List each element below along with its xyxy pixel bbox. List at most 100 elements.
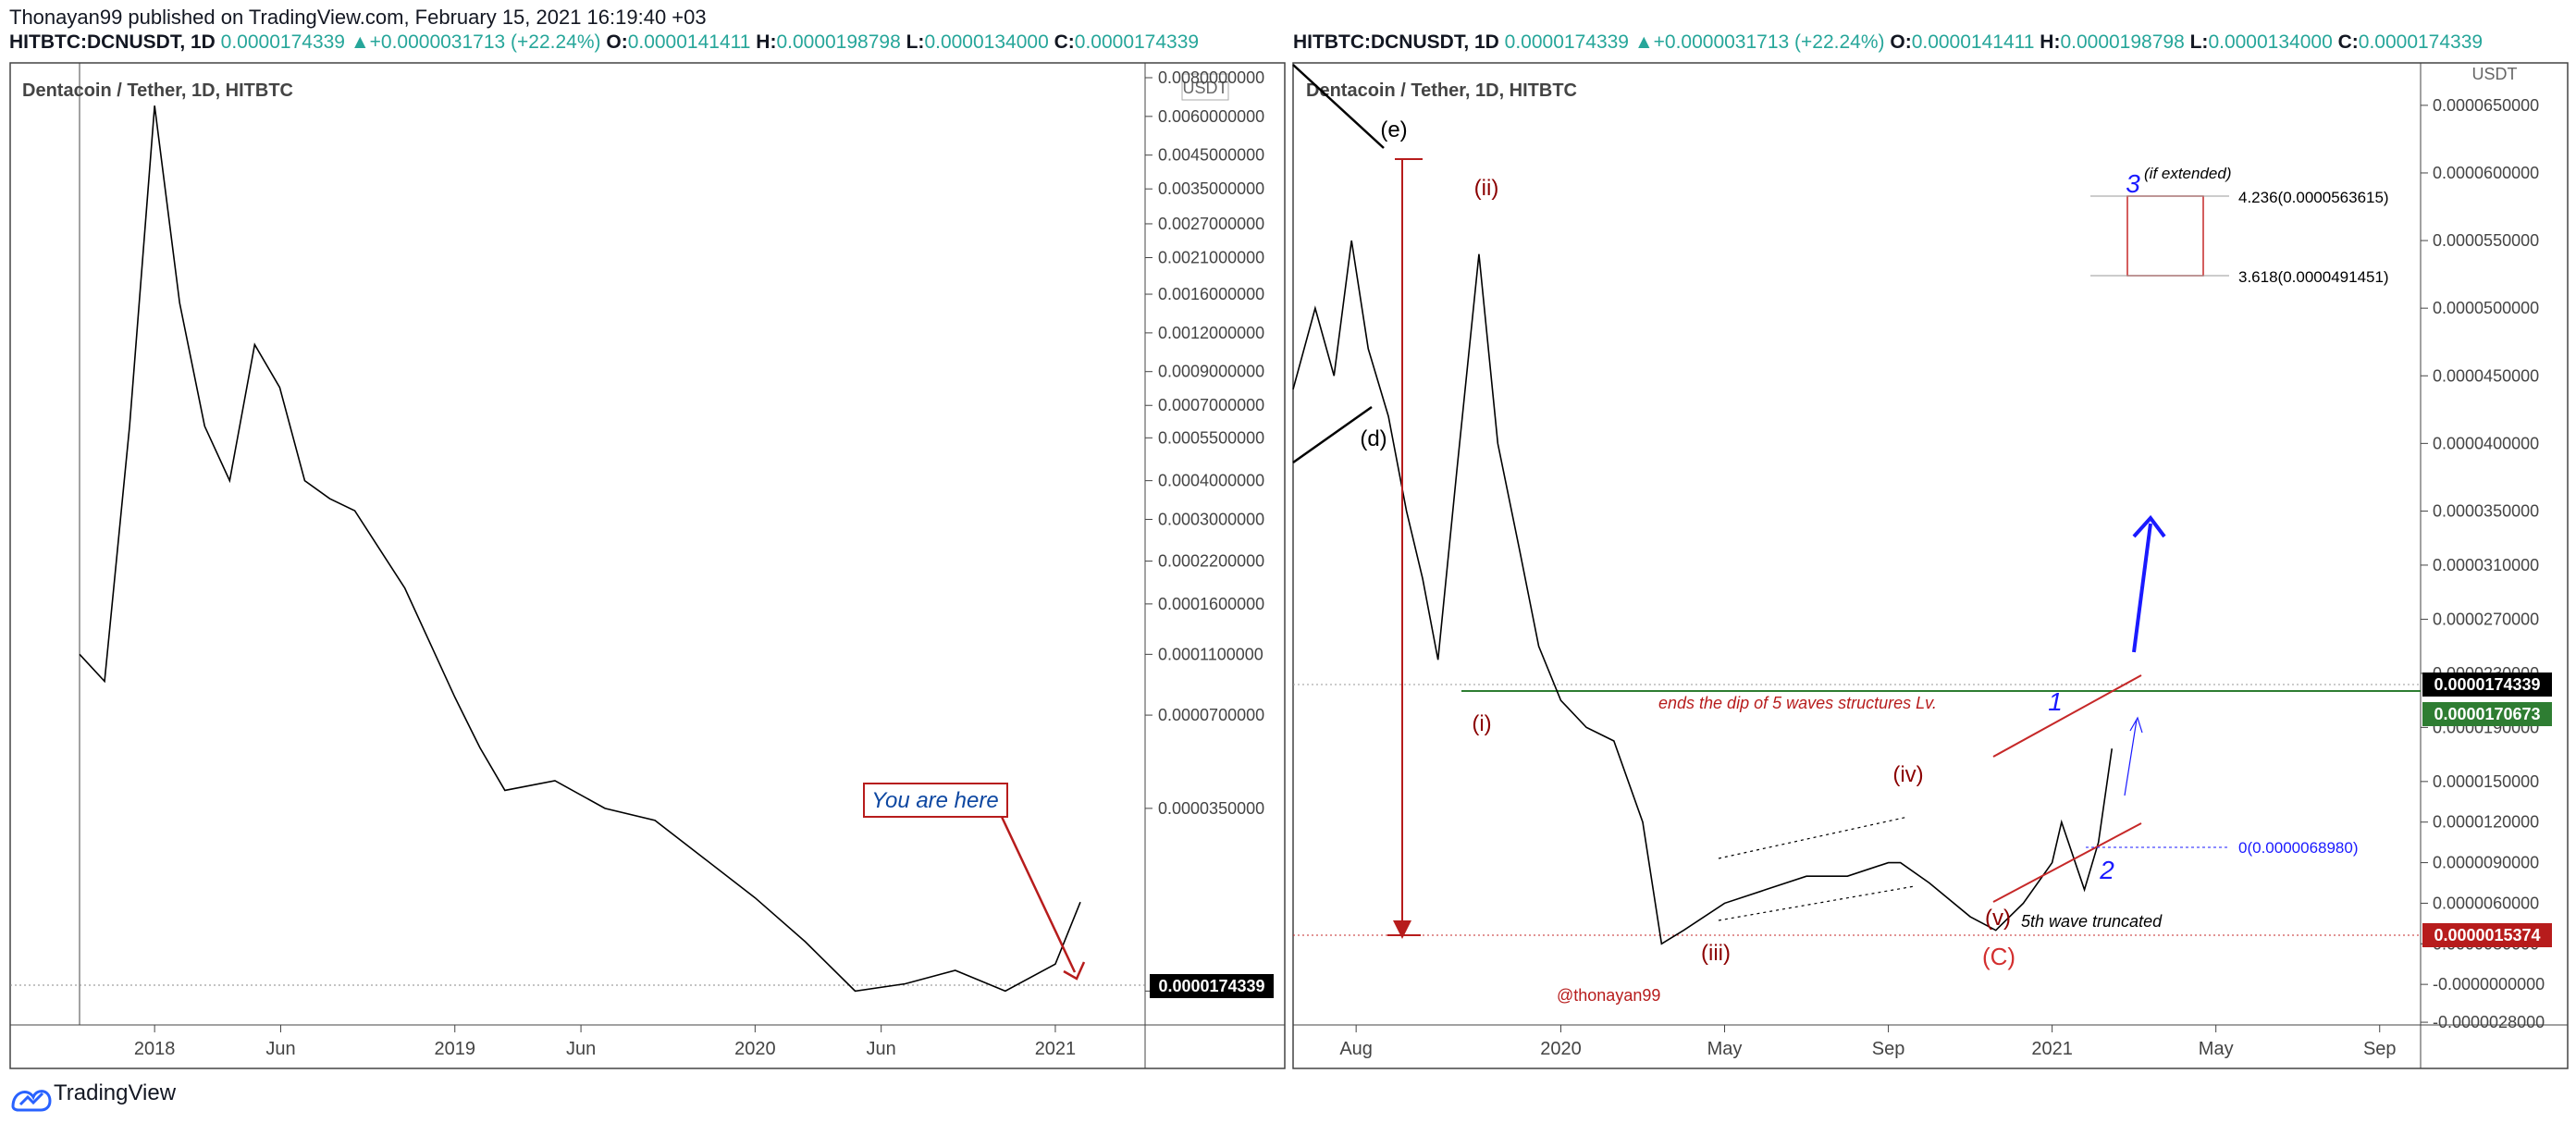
right-x-tick-label: May [2199,1039,2234,1059]
wave-label-iii: (iii) [1701,941,1731,966]
right-y-tick-label: 0.0000090000 [2433,854,2539,872]
low-value: 0.0000134000 [2208,31,2333,53]
right-y-tick-label: 0.0000450000 [2433,366,2539,385]
wedge-upper [1992,674,2142,758]
close-label: C: [1054,31,1075,53]
left-price-label-box [1150,974,1274,998]
change: +0.0000031713 (+22.24%) [1653,31,1885,53]
right-green-price-box [2422,702,2552,726]
left-chart-frame [9,62,1286,1069]
right-y-tick-label: -0.0000028000 [2433,1013,2545,1031]
up-arrow-icon: ▲ [1633,31,1654,53]
close-label: C: [2337,31,2359,53]
last-price: 0.0000174339 [1504,31,1629,53]
fib-label-0: 0(0.0000068980) [2238,839,2359,857]
close-value: 0.0000174339 [1074,31,1200,53]
left-currency-box [1181,73,1229,101]
symbol-header-left: HITBTC:DCNUSDT, 1D 0.0000174339 ▲+0.0000… [9,31,1199,54]
small-projection-arrowhead [2129,716,2143,734]
right-y-tick-label: 0.0000650000 [2433,96,2539,115]
right-red-price-label: 0.0000015374 [2434,926,2540,944]
left-x-tick-label: 2019 [435,1039,476,1059]
author-tag: @thonayan99 [1557,986,1660,1005]
big-projection-arrowhead [2132,514,2166,538]
right-chart-frame [1292,62,2569,1069]
high-value: 0.0000198798 [776,31,901,53]
right-price-series [1292,240,2114,945]
right-x-tick-label: Aug [1339,1039,1373,1059]
right-chart-title: Dentacoin / Tether, 1D, HITBTC [1306,80,1577,101]
left-price-label: 0.0000174339 [1158,977,1264,995]
tradingview-brand[interactable]: TradingView [54,1080,176,1106]
right-y-tick-label: 0.0000550000 [2433,231,2539,250]
left-y-tick-label: 0.0035000000 [1158,179,1264,198]
symbol-header-right: HITBTC:DCNUSDT, 1D 0.0000174339 ▲+0.0000… [1293,31,2483,54]
right-chart[interactable]: Dentacoin / Tether, 1D, HITBTC USDT 0.00… [1292,62,2569,1069]
right-y-tick-label: -0.0000000000 [2433,975,2545,993]
left-y-tick-label: 0.0021000000 [1158,248,1264,266]
left-chart-title: Dentacoin / Tether, 1D, HITBTC [22,80,293,101]
left-y-tick-label: 0.0007000000 [1158,396,1264,414]
if-extended-note: (if extended) [2144,165,2232,182]
right-x-tick-label: 2021 [2031,1039,2073,1059]
left-y-tick-label: 0.0009000000 [1158,363,1264,381]
left-y-tick-label: 0.0001600000 [1158,595,1264,613]
change: +0.0000031713 (+22.24%) [369,31,601,53]
left-y-tick-label: 0.0004000000 [1158,472,1264,490]
high-label: H: [2040,31,2061,53]
right-y-tick-label: 0.0000500000 [2433,299,2539,317]
right-x-tick-label: Sep [2363,1039,2397,1059]
wave-label-2: 2 [2099,856,2114,884]
right-y-tick-label: 0.0000060000 [2433,894,2539,912]
right-y-tick-label: 0.0000120000 [2433,813,2539,832]
low-label: L: [906,31,925,53]
left-chart[interactable]: Dentacoin / Tether, 1D, HITBTC USDT 0.00… [9,62,1286,1069]
symbol: HITBTC:DCNUSDT, 1D [1293,31,1499,53]
low-value: 0.0000134000 [924,31,1049,53]
wave-label-3: 3 [2126,169,2140,198]
right-red-price-box [2422,923,2552,947]
right-currency-label: USDT [2472,65,2518,83]
left-y-tick-label: 0.0005500000 [1158,428,1264,447]
wave-label-C: (C) [1982,943,2015,970]
left-x-tick-label: 2021 [1035,1039,1077,1059]
left-x-tick-label: Jun [566,1039,596,1059]
close-value: 0.0000174339 [2358,31,2484,53]
you-are-here-arrowhead [1063,961,1086,981]
left-x-tick-label: 2020 [734,1039,776,1059]
left-y-tick-label: 0.0001100000 [1158,645,1263,663]
up-arrow-icon: ▲ [350,31,370,53]
brand-label: TradingView [54,1080,177,1105]
left-price-series [79,105,1081,993]
small-projection-arrow [2124,719,2138,796]
right-last-price-label: 0.0000174339 [2434,675,2540,694]
right-y-tick-label: 0.0000270000 [2433,610,2539,628]
left-x-tick-label: 2018 [134,1039,176,1059]
fib-label-4236: 4.236(0.0000563615) [2238,189,2389,206]
wedge-lower [1992,822,2142,903]
left-y-tick-label: 0.0027000000 [1158,215,1264,233]
left-x-tick-label: Jun [265,1039,295,1059]
tradingview-logo-icon [11,1090,52,1112]
wave-label-i: (i) [1472,711,1491,736]
high-value: 0.0000198798 [2060,31,2185,53]
right-x-tick-label: Sep [1872,1039,1905,1059]
wave-label-ii: (ii) [1474,176,1499,201]
right-green-price-label: 0.0000170673 [2434,705,2540,723]
wave-label-1: 1 [2048,687,2063,716]
wave-label-iv: (iv) [1892,762,1923,787]
left-y-tick-label: 0.0003000000 [1158,510,1264,528]
big-projection-arrow [2132,523,2152,653]
publisher-line: Thonayan99 published on TradingView.com,… [9,6,707,29]
left-y-tick-label: 0.0000350000 [1158,799,1264,818]
you-are-here-label: You are here [871,788,998,813]
left-y-tick-label: 0.0016000000 [1158,285,1264,303]
wave-label-v: (v) [1985,906,2011,931]
fifth-wave-note: 5th wave truncated [2021,912,2163,931]
right-x-tick-label: May [1707,1039,1743,1059]
left-y-tick-label: 0.0012000000 [1158,324,1264,342]
right-y-tick-label: 0.0000150000 [2433,772,2539,791]
last-price: 0.0000174339 [220,31,345,53]
you-are-here-box [863,783,1008,818]
